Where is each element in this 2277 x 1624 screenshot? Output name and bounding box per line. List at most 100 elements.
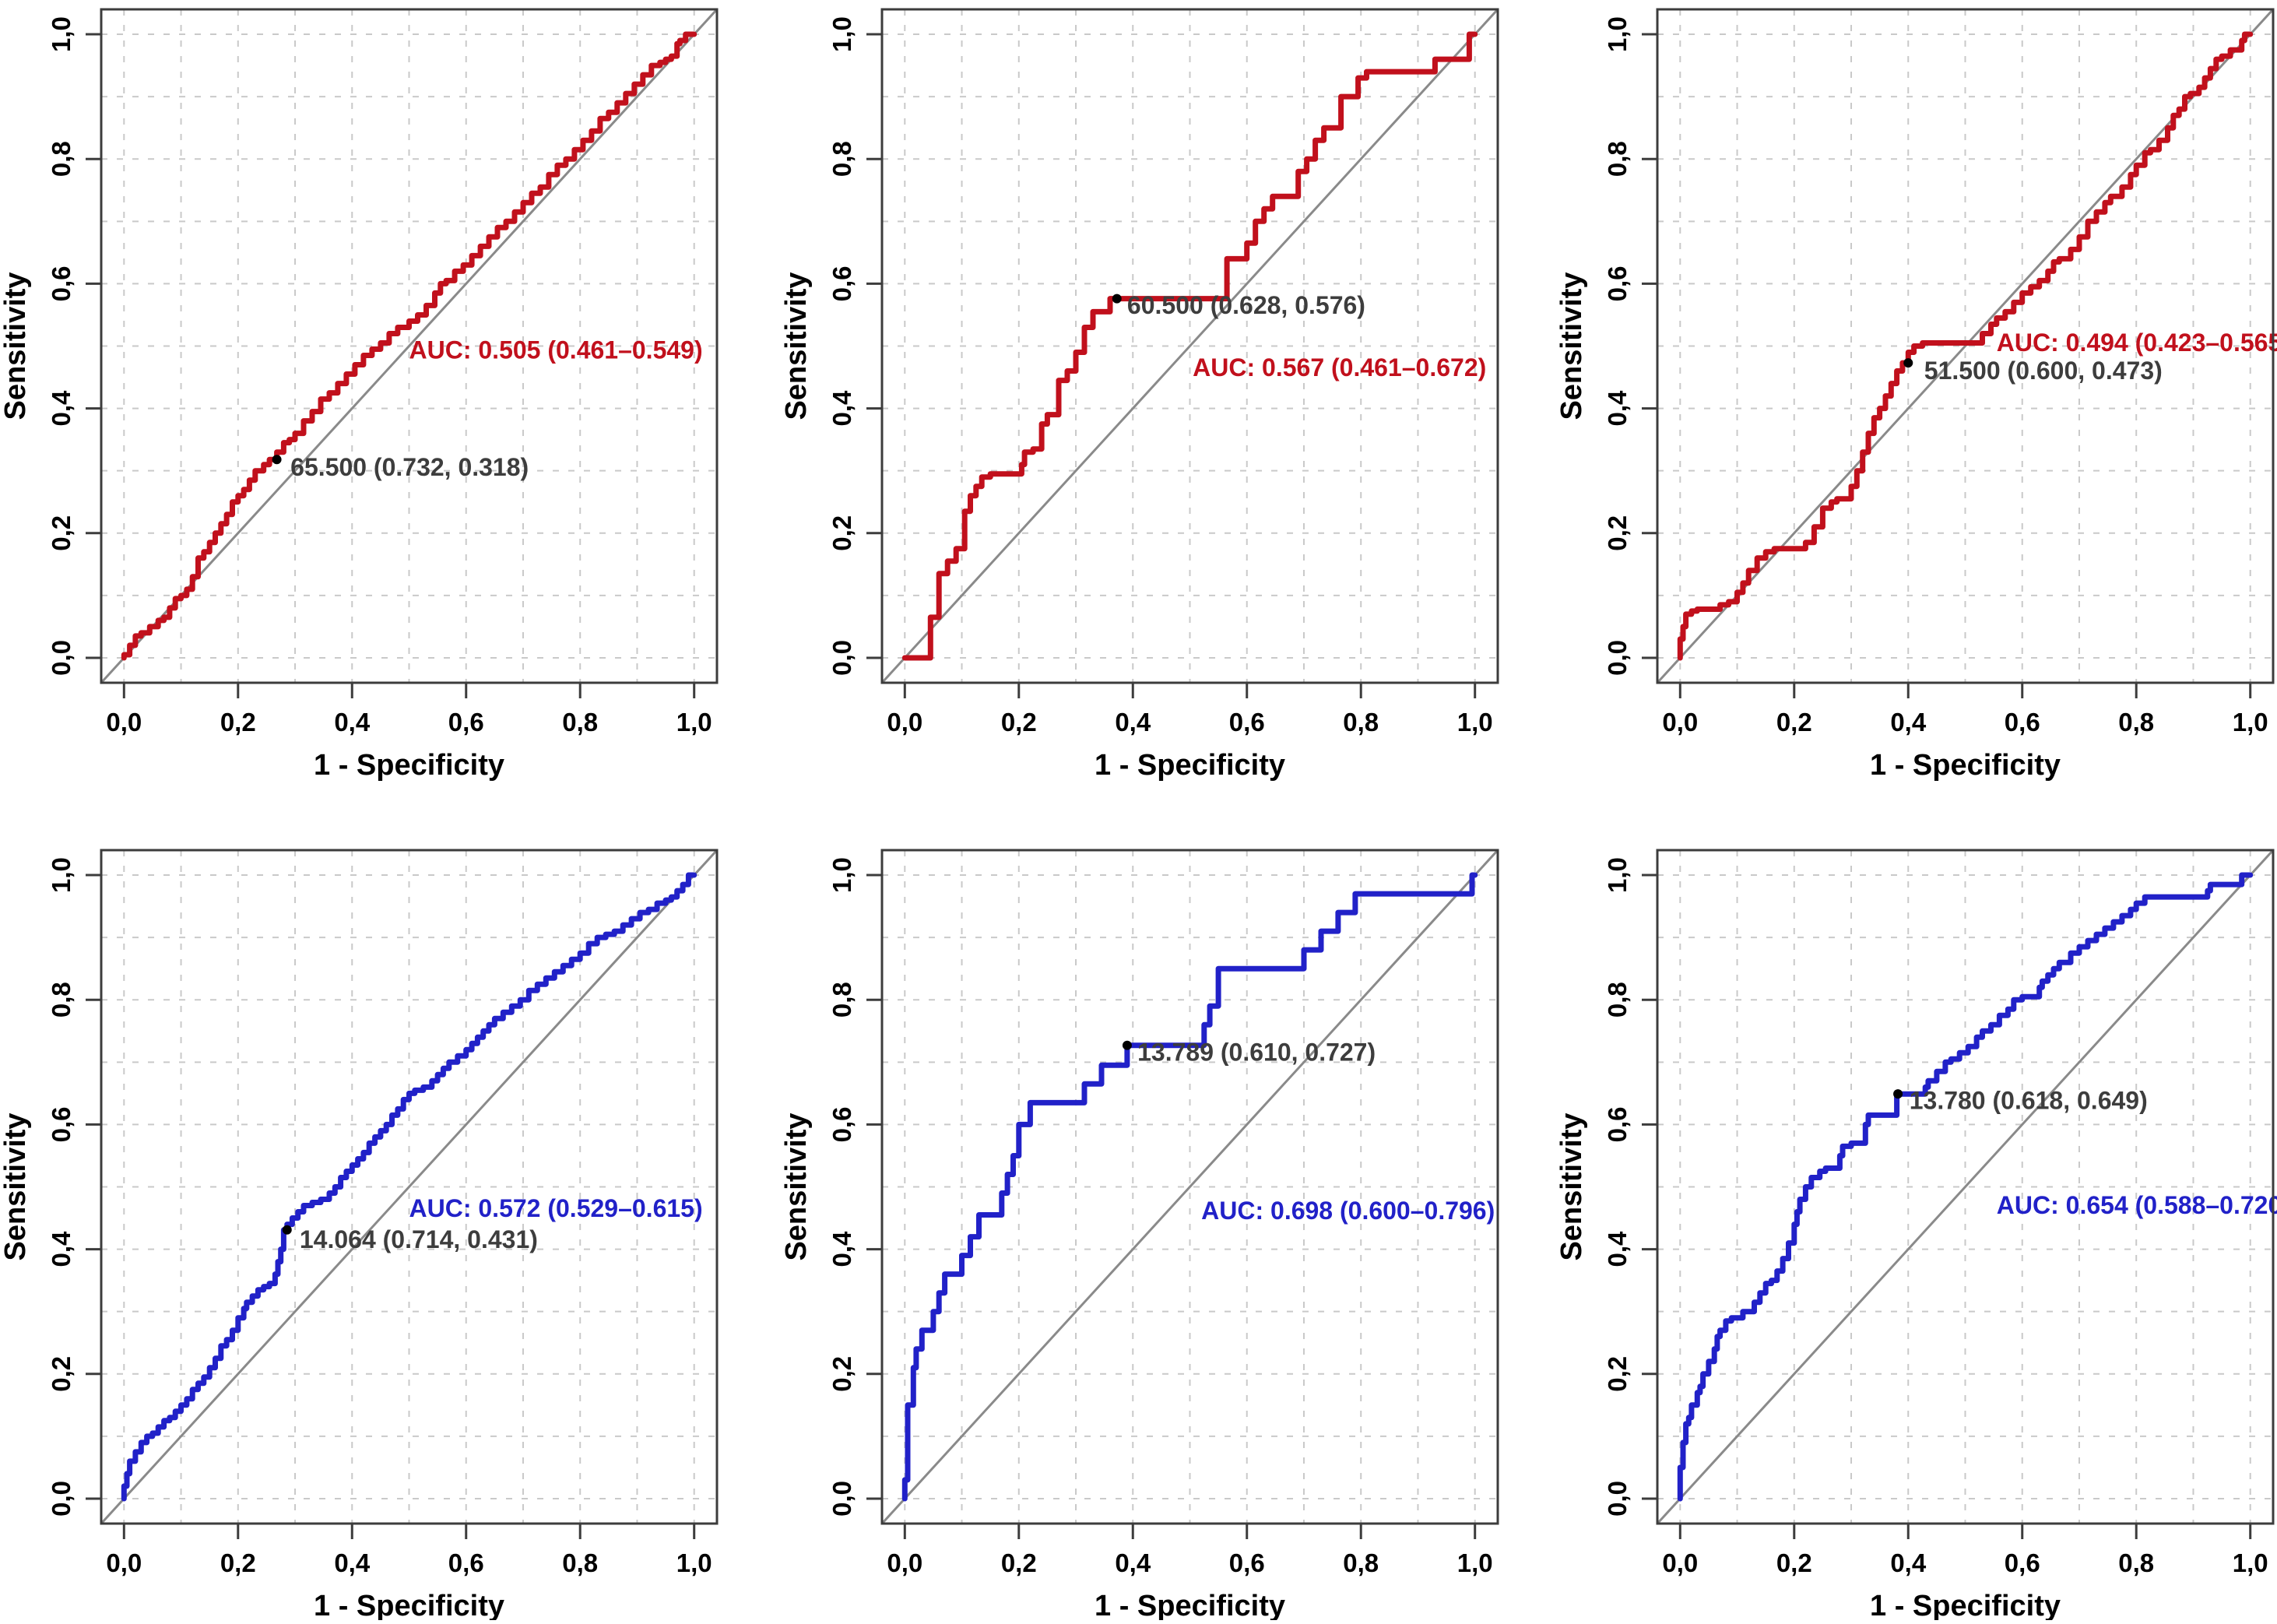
best-threshold-label: 13.780 (0.618, 0.649) (1910, 1086, 2148, 1114)
x-axis-tick-label: 1,0 (2233, 708, 2268, 736)
y-axis-title: Sensitivity (0, 1113, 32, 1260)
x-axis-tick-label: 0,2 (220, 708, 256, 736)
x-axis-title: 1 - Specificity (314, 749, 504, 782)
diagonal-reference-line (880, 849, 1499, 1525)
y-axis-tick-label: 0,6 (1603, 1106, 1632, 1142)
x-axis-tick-label: 0,6 (448, 708, 484, 736)
plot-box (880, 8, 1499, 684)
x-axis-tick-label: 0,8 (562, 708, 598, 736)
roc-top-left: 65.500 (0.732, 0.318) AUC: 0.505 (0.461–0… (0, 8, 719, 782)
x-axis-tick-label: 0,2 (1001, 708, 1037, 736)
y-axis-tick-label: 0,0 (1603, 1481, 1632, 1517)
x-axis-tick-label: 0,6 (2005, 1548, 2040, 1577)
plot-box (100, 849, 719, 1525)
x-axis-tick-label: 0,0 (1662, 708, 1698, 736)
best-threshold-marker (1112, 294, 1122, 304)
auc-label: AUC: 0.567 (0.461–0.672) (1193, 353, 1486, 381)
y-axis-tick-label: 0,6 (47, 265, 76, 301)
x-axis-title: 1 - Specificity (1870, 749, 2061, 782)
x-axis-title: 1 - Specificity (1095, 749, 1285, 782)
roc-top-right: 51.500 (0.600, 0.473)AUC: 0.494 (0.423–0… (1555, 8, 2277, 782)
x-axis-title: 1 - Specificity (1870, 1590, 2061, 1620)
y-axis-title: Sensitivity (0, 272, 32, 420)
x-axis-tick-label: 1,0 (676, 1548, 712, 1577)
y-axis-tick-label: 0,4 (1603, 1231, 1632, 1267)
y-axis-tick-label: 0,2 (1603, 515, 1632, 551)
diagonal-reference-line (1656, 849, 2275, 1525)
x-axis-tick-label: 0,4 (1890, 1548, 1927, 1577)
x-axis-tick-label: 0,4 (1115, 708, 1151, 736)
y-axis-tick-label: 0,0 (47, 640, 76, 676)
y-axis-tick-label: 0,2 (828, 515, 856, 551)
y-axis-tick-label: 0,6 (828, 265, 856, 301)
y-axis-tick-label: 0,0 (828, 640, 856, 676)
y-axis-tick-label: 0,4 (828, 1231, 856, 1267)
y-axis-tick-label: 0,2 (47, 515, 76, 551)
best-threshold-marker (282, 1225, 292, 1235)
x-axis-tick-label: 0,4 (1115, 1548, 1151, 1577)
x-axis-title: 1 - Specificity (314, 1590, 504, 1620)
y-axis-title: Sensitivity (780, 1113, 813, 1260)
x-axis-tick-label: 0,0 (887, 1548, 922, 1577)
best-threshold-marker (1903, 358, 1913, 368)
x-axis-tick-label: 1,0 (2233, 1548, 2268, 1577)
y-axis-tick-label: 0,0 (828, 1481, 856, 1517)
y-axis-tick-label: 1,0 (47, 857, 76, 893)
diagonal-reference-line (100, 8, 719, 684)
x-axis-tick-label: 0,0 (106, 708, 142, 736)
best-threshold-label: 65.500 (0.732, 0.318) (290, 453, 529, 481)
roc-curve (1677, 872, 2254, 1502)
auc-label: AUC: 0.698 (0.600–0.796) (1201, 1197, 1495, 1225)
roc-curve (901, 31, 1478, 661)
plot-box (880, 849, 1499, 1525)
y-axis-tick-label: 0,8 (828, 141, 856, 177)
x-axis-tick-label: 1,0 (676, 708, 712, 736)
roc-curve (121, 872, 698, 1502)
y-axis-tick-label: 0,4 (47, 390, 76, 427)
x-axis-tick-label: 0,8 (1343, 1548, 1379, 1577)
x-axis-title: 1 - Specificity (1095, 1590, 1285, 1620)
x-axis-tick-label: 0,4 (334, 1548, 371, 1577)
x-axis-tick-label: 0,0 (887, 708, 922, 736)
y-axis-tick-label: 0,8 (828, 982, 856, 1018)
y-axis-tick-label: 0,6 (1603, 265, 1632, 301)
y-axis-tick-label: 0,0 (1603, 640, 1632, 676)
best-threshold-label: 51.500 (0.600, 0.473) (1924, 357, 2163, 385)
y-axis-tick-label: 0,4 (1603, 390, 1632, 427)
x-axis-tick-label: 0,2 (1776, 708, 1812, 736)
roc-bottom-right: 13.780 (0.618, 0.649) AUC: 0.654 (0.588–0… (1555, 849, 2277, 1622)
x-axis-tick-label: 0,6 (2005, 708, 2040, 736)
best-threshold-marker (1893, 1089, 1903, 1099)
plot-box (100, 8, 719, 684)
y-axis-title: Sensitivity (1555, 272, 1588, 420)
y-axis-tick-label: 0,4 (828, 390, 856, 427)
y-axis-tick-label: 0,6 (828, 1106, 856, 1142)
y-axis-title: Sensitivity (780, 272, 813, 420)
roc-bottom-middle: 13.789 (0.610, 0.727) AUC: 0.698 (0.600–0… (780, 849, 1499, 1622)
y-axis-title: Sensitivity (1555, 1113, 1588, 1260)
x-axis-tick-label: 0,6 (1229, 708, 1265, 736)
x-axis-tick-label: 0,8 (562, 1548, 598, 1577)
y-axis-tick-label: 0,2 (47, 1356, 76, 1392)
auc-label: AUC: 0.494 (0.423–0.565) (1997, 329, 2277, 357)
x-axis-tick-label: 0,2 (1776, 1548, 1812, 1577)
x-axis-tick-label: 0,2 (1001, 1548, 1037, 1577)
x-axis-tick-label: 0,4 (1890, 708, 1927, 736)
y-axis-tick-label: 0,2 (828, 1356, 856, 1392)
x-axis-tick-label: 0,0 (1662, 1548, 1698, 1577)
x-axis-tick-label: 0,2 (220, 1548, 256, 1577)
y-axis-tick-label: 1,0 (828, 857, 856, 893)
x-axis-tick-label: 0,8 (1343, 708, 1379, 736)
best-threshold-label: 60.500 (0.628, 0.576) (1127, 291, 1365, 319)
x-axis-tick-label: 1,0 (1457, 1548, 1493, 1577)
best-threshold-label: 14.064 (0.714, 0.431) (300, 1225, 538, 1253)
x-axis-tick-label: 0,8 (2118, 1548, 2154, 1577)
x-axis-tick-label: 0,8 (2118, 708, 2154, 736)
y-axis-tick-label: 0,6 (47, 1106, 76, 1142)
y-axis-tick-label: 0,0 (47, 1481, 76, 1517)
y-axis-tick-label: 0,8 (1603, 982, 1632, 1018)
best-threshold-label: 13.789 (0.610, 0.727) (1137, 1039, 1376, 1067)
roc-top-middle: 60.500 (0.628, 0.576) AUC: 0.567 (0.461–0… (780, 8, 1499, 782)
x-axis-tick-label: 1,0 (1457, 708, 1493, 736)
